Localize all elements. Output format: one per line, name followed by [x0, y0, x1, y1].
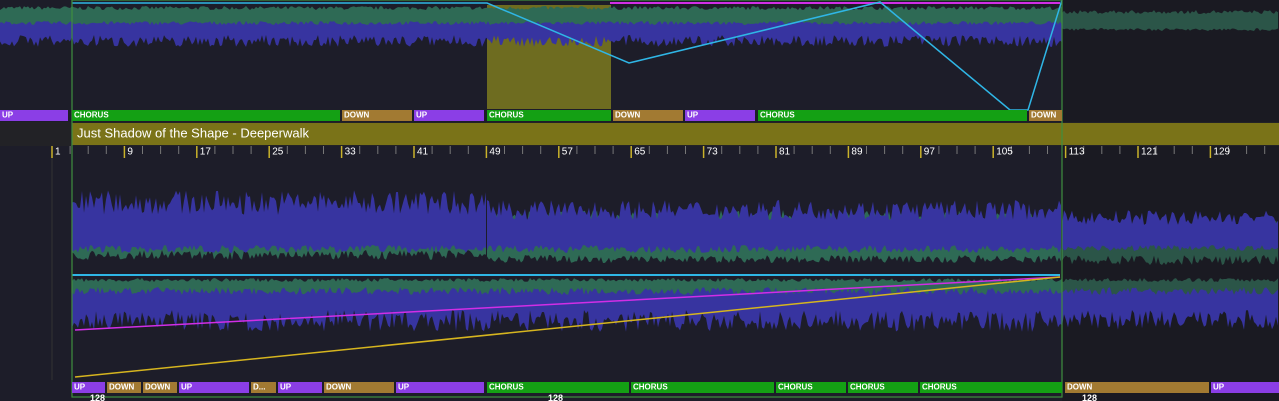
- bar-number: 105: [996, 147, 1013, 158]
- section-block[interactable]: [72, 110, 340, 121]
- section-label: UP: [398, 383, 410, 392]
- waveform: [72, 190, 486, 253]
- section-label: CHORUS: [633, 383, 668, 392]
- tempo-label: 128: [548, 393, 563, 401]
- section-label: CHORUS: [74, 111, 109, 120]
- section-label: UP: [280, 383, 292, 392]
- waveform: [0, 21, 1062, 47]
- section-block[interactable]: [414, 110, 484, 121]
- section-block[interactable]: [487, 110, 611, 121]
- section-block[interactable]: [613, 110, 683, 121]
- automation-line: [72, 0, 1063, 111]
- section-block[interactable]: [1029, 110, 1062, 121]
- bar-number: 25: [272, 147, 284, 158]
- section-label: UP: [181, 383, 193, 392]
- bar-number: 129: [1213, 147, 1230, 158]
- section-label: DOWN: [1067, 383, 1093, 392]
- section-block[interactable]: [776, 382, 846, 393]
- section-label: CHORUS: [778, 383, 813, 392]
- bar-number: 81: [779, 147, 791, 158]
- section-block[interactable]: [107, 382, 141, 393]
- section-label: UP: [687, 111, 699, 120]
- automation-line: [74, 276, 1061, 331]
- bar-number: 65: [634, 147, 646, 158]
- bar-number: 57: [562, 147, 574, 158]
- waveform: [72, 287, 1062, 332]
- track-title: Just Shadow of the Shape - Deeperwalk: [77, 125, 309, 140]
- bar-number: 73: [707, 147, 719, 158]
- section-label: CHORUS: [922, 383, 957, 392]
- section-block[interactable]: [1211, 382, 1279, 393]
- section-block[interactable]: [396, 382, 484, 393]
- section-label: UP: [416, 111, 428, 120]
- bar-number: 1: [55, 147, 61, 158]
- section-label: CHORUS: [760, 111, 795, 120]
- section-block[interactable]: [251, 382, 276, 393]
- bar-number: 41: [417, 147, 429, 158]
- section-block[interactable]: [631, 382, 774, 393]
- bar-number: 121: [1141, 147, 1158, 158]
- waveform: [1062, 287, 1278, 330]
- bar-number: 33: [345, 147, 357, 158]
- waveform: [1062, 10, 1278, 31]
- bar-number: 97: [924, 147, 936, 158]
- bar-number: 89: [851, 147, 863, 158]
- section-label: DOWN: [1031, 111, 1057, 120]
- section-label: UP: [2, 111, 14, 120]
- section-label: CHORUS: [489, 111, 524, 120]
- section-block[interactable]: [487, 382, 629, 393]
- bar-number: 9: [127, 147, 133, 158]
- section-block[interactable]: [1065, 382, 1209, 393]
- section-block[interactable]: [685, 110, 755, 121]
- bar-number: 17: [200, 147, 212, 158]
- section-label: CHORUS: [489, 383, 524, 392]
- section-block[interactable]: [72, 382, 105, 393]
- section-block[interactable]: [324, 382, 394, 393]
- track-title-bar[interactable]: [72, 123, 1279, 145]
- section-label: CHORUS: [850, 383, 885, 392]
- section-label: DOWN: [145, 383, 171, 392]
- section-block[interactable]: [920, 382, 1062, 393]
- bar-number: 113: [1069, 147, 1085, 158]
- section-block[interactable]: [278, 382, 322, 393]
- section-block[interactable]: [758, 110, 1027, 121]
- section-label: DOWN: [326, 383, 352, 392]
- outside-area: [1062, 0, 1279, 401]
- section-label: D...: [253, 383, 265, 392]
- waveform: [487, 200, 1061, 253]
- section-block[interactable]: [179, 382, 249, 393]
- automation-line: [74, 276, 1061, 378]
- section-label: UP: [1213, 383, 1225, 392]
- section-label: UP: [74, 383, 86, 392]
- waveform: [1062, 210, 1278, 251]
- section-block[interactable]: [0, 110, 68, 121]
- section-block[interactable]: [342, 110, 412, 121]
- section-label: DOWN: [615, 111, 641, 120]
- section-block[interactable]: [143, 382, 177, 393]
- tempo-label: 128: [1082, 393, 1097, 401]
- bar-number: 49: [489, 147, 501, 158]
- tempo-label: 128: [90, 393, 105, 401]
- selection-outline[interactable]: [71, 0, 1063, 398]
- section-label: DOWN: [344, 111, 370, 120]
- section-label: DOWN: [109, 383, 135, 392]
- section-block[interactable]: [848, 382, 918, 393]
